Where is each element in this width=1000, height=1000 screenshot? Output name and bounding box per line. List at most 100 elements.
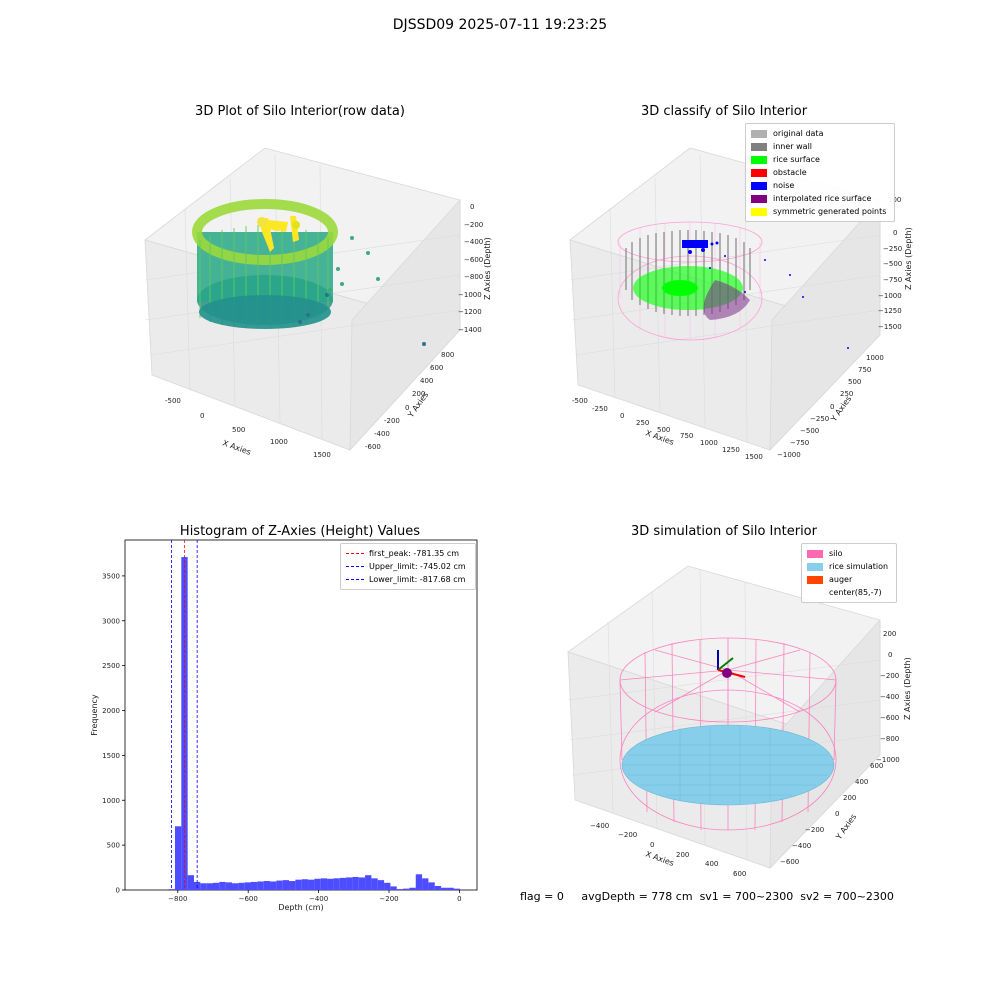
legend-swatch <box>807 562 823 571</box>
histogram-bar <box>295 879 302 890</box>
y-tick-label: 1000 <box>102 797 120 805</box>
plot1-ztick: −600 <box>464 256 483 264</box>
plot4-xtick: 200 <box>676 851 689 859</box>
histogram-bar <box>428 882 435 890</box>
legend-item-obstacle: obstacle <box>751 166 889 179</box>
plot4-auger <box>717 650 746 678</box>
plot1-ztick: −1400 <box>458 326 482 334</box>
legend-line <box>346 579 364 580</box>
plot2-ytick: −1000 <box>777 451 801 459</box>
plot4-xtick: −200 <box>618 831 637 839</box>
legend-swatch <box>751 168 767 177</box>
plot2-legend: original data inner wall rice surface ob… <box>745 123 895 222</box>
status-avg-depth: avgDepth = 778 cm <box>581 890 693 903</box>
plot3-y-ticks: 0 500 1000 1500 2000 2500 3000 3500 <box>102 572 125 895</box>
legend-label: obstacle <box>773 168 807 177</box>
legend-swatch <box>807 589 823 597</box>
status-sv2: sv2 = 700~2300 <box>800 890 894 903</box>
x-tick-label: −200 <box>379 895 398 903</box>
y-tick-label: 2500 <box>102 662 120 670</box>
histogram-bar <box>168 889 175 890</box>
status-flag: flag = 0 <box>520 890 564 903</box>
plot1-ytick: 0 <box>405 404 409 412</box>
plot4-ytick: 0 <box>835 810 839 818</box>
plot2-title: 3D classify of Silo Interior <box>640 104 808 119</box>
plot2-xtick: 500 <box>657 426 670 434</box>
histogram-bar <box>346 877 353 890</box>
legend-swatch <box>807 575 823 584</box>
histogram-bar <box>390 886 397 890</box>
histogram-bar <box>422 878 429 890</box>
plot1-ztick: −200 <box>464 221 483 229</box>
status-sv1: sv1 = 700~2300 <box>699 890 794 903</box>
plot2-ytick: −250 <box>810 415 829 423</box>
x-tick-label: −800 <box>168 895 187 903</box>
plot2-points <box>617 221 849 349</box>
legend-label: symmetric generated points <box>773 207 887 216</box>
plot2-ytick: 500 <box>848 378 861 386</box>
histogram-bar <box>251 881 258 890</box>
plot1-ytick: 400 <box>420 377 433 385</box>
plot4-ztick: 0 <box>888 651 892 659</box>
plot2-ztick: −500 <box>883 260 902 268</box>
legend-label: auger <box>829 575 853 584</box>
legend-label: rice surface <box>773 155 820 164</box>
plot4-ytick: −600 <box>780 858 799 866</box>
histogram-bar <box>434 885 442 890</box>
plot4-xtick: −400 <box>590 822 609 830</box>
plot2-xtick: 750 <box>680 432 693 440</box>
legend-item-first-peak: first_peak: -781.35 cm <box>346 547 470 560</box>
plot4-zlabel: Z Axies (Depth) <box>903 657 912 720</box>
legend-item-interpolated-rice-surface: interpolated rice surface <box>751 192 889 205</box>
plot1-ytick: -200 <box>384 417 400 425</box>
plot1-zlabel: Z Axies (Depth) <box>483 237 492 300</box>
legend-swatch <box>751 181 767 190</box>
legend-item-symmetric-generated-points: symmetric generated points <box>751 205 889 218</box>
histogram-bar <box>200 883 207 890</box>
y-tick-label: 3000 <box>102 617 120 625</box>
plot4-legend: silo rice simulation auger center(85,-7) <box>801 543 897 603</box>
plot4-ytick: −400 <box>792 842 811 850</box>
plot2-ztick: 0 <box>893 229 897 237</box>
histogram-bar <box>244 882 252 890</box>
plot2-xtick: 0 <box>620 412 624 420</box>
histogram-bar <box>396 889 404 890</box>
histogram-bar <box>232 883 239 890</box>
legend-label: center(85,-7) <box>829 588 882 597</box>
figure-title: DJSSD09 2025-07-11 19:23:25 <box>392 17 608 33</box>
y-tick-label: 3500 <box>102 572 120 580</box>
plot2-xtick: 1500 <box>745 453 763 461</box>
plot2-ytick: 250 <box>840 390 853 398</box>
histogram-bar <box>320 878 328 890</box>
plot4-ztick: −400 <box>880 693 899 701</box>
plot1-ytick: 200 <box>412 390 425 398</box>
legend-label: rice simulation <box>829 562 889 571</box>
histogram-bar <box>327 878 334 890</box>
plot1-ytick: -600 <box>365 443 381 451</box>
legend-label: Upper_limit: -745.02 cm <box>369 562 466 571</box>
plot1-x-ticks: -500 0 500 1000 1500 <box>165 397 331 459</box>
histogram-bar <box>377 880 385 890</box>
legend-swatch <box>807 549 823 558</box>
plot2-ztick: −1500 <box>878 323 902 331</box>
y-tick-label: 1500 <box>102 752 120 760</box>
plot1-xtick: 500 <box>232 426 245 434</box>
legend-item-upper-limit: Upper_limit: -745.02 cm <box>346 560 470 573</box>
plot1-xtick: 1500 <box>313 451 331 459</box>
legend-item-rice-simulation: rice simulation <box>807 560 891 573</box>
y-tick-label: 0 <box>116 887 120 895</box>
legend-label: original data <box>773 129 824 138</box>
plot1-ytick: 600 <box>430 364 443 372</box>
plot2-zlabel: Z Axies (Depth) <box>904 227 913 290</box>
legend-item-rice-surface: rice surface <box>751 153 889 166</box>
legend-label: first_peak: -781.35 cm <box>369 549 460 558</box>
plot1-y-ticks: -600 -400 -200 0 200 400 600 800 <box>365 351 454 451</box>
plot4-xtick: 0 <box>650 841 654 849</box>
histogram-bar <box>301 879 309 890</box>
status-line: flag = 0 avgDepth = 778 cm sv1 = 700~230… <box>520 890 894 903</box>
legend-item-inner-wall: inner wall <box>751 140 889 153</box>
histogram-bar <box>453 888 461 890</box>
histogram-bar <box>174 826 182 890</box>
